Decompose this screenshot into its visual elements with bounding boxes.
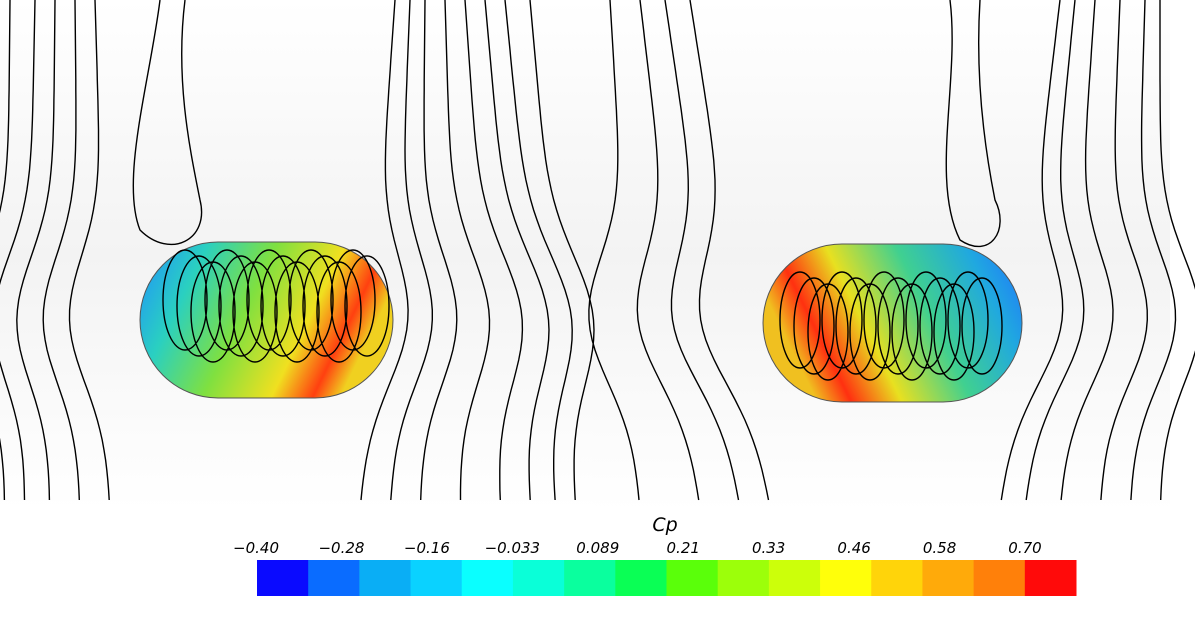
- vortex: [162, 249, 390, 363]
- colorbar-tick-label: −0.40: [233, 539, 279, 557]
- colorbar-segment: [564, 560, 616, 596]
- streamline: [1060, 0, 1114, 501]
- streamline: [0, 0, 36, 501]
- colorbar-segment: [1024, 560, 1077, 596]
- colorbar-tick-label: 0.33: [752, 539, 785, 557]
- streamlines: [0, 0, 1195, 501]
- streamline: [0, 0, 11, 501]
- colorbar-segment: [666, 560, 719, 596]
- streamline: [444, 0, 491, 500]
- colorbar-segment: [410, 560, 463, 596]
- colorbar-tick-label: −0.28: [318, 539, 364, 557]
- colorbar-tick-label: −0.16: [404, 539, 450, 557]
- streamline: [689, 0, 770, 501]
- colorbar-segment: [359, 560, 412, 596]
- streamline: [42, 0, 80, 501]
- streamline: [529, 0, 595, 501]
- streamline: [1025, 0, 1085, 501]
- wake: [945, 0, 1001, 247]
- colorbar-segment: [717, 560, 770, 596]
- colorbar-tick-label: 0.58: [923, 539, 956, 557]
- vortex: [779, 271, 1003, 381]
- streamline: [360, 0, 409, 501]
- streamline: [636, 0, 700, 501]
- streamline: [464, 0, 524, 501]
- streamline: [1100, 0, 1149, 501]
- streamline: [420, 0, 458, 501]
- colorbar-segment: [871, 560, 923, 596]
- colorbar-segment: [461, 560, 514, 596]
- body-left: [139, 241, 394, 399]
- colorbar-segment: [512, 560, 565, 596]
- streamline: [16, 0, 56, 501]
- colorbar-tick-label: 0.21: [667, 539, 700, 557]
- streamline: [588, 0, 640, 501]
- colorbar-segment: [973, 560, 1026, 596]
- colorbar-segment: [308, 560, 360, 596]
- wake: [132, 0, 203, 246]
- streamline: [484, 0, 550, 501]
- streamline: [68, 0, 110, 501]
- colorbar-segment: [257, 560, 309, 596]
- colorbar-tick-label: −0.033: [485, 539, 541, 557]
- streamline: [1130, 0, 1177, 501]
- streamline: [1159, 0, 1195, 501]
- colorbar-title: Cp: [652, 514, 677, 536]
- colorbar-segment: [768, 560, 821, 596]
- streamline: [1000, 0, 1064, 501]
- colorbar-segment: [922, 560, 975, 596]
- colorbar-segment: [615, 560, 667, 596]
- colorbar-tick-label: 0.70: [1008, 539, 1041, 557]
- colorbar-tick-label: 0.089: [576, 539, 619, 557]
- streamline: [664, 0, 740, 501]
- colorbar: −0.40 −0.28 −0.16 −0.033 0.089 0.21 0.33 0.46 0.…: [233, 539, 1077, 596]
- colorbar-segment: [820, 560, 872, 596]
- colorbar-tick-label: 0.46: [837, 539, 870, 557]
- streamline: [504, 0, 573, 501]
- streamline: [390, 0, 433, 501]
